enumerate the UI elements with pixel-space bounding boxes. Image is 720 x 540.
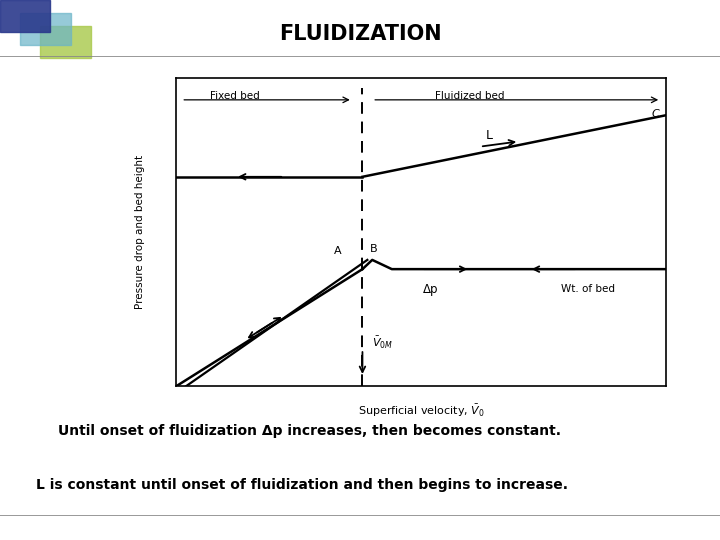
Text: $\bar{V}_{0M}$: $\bar{V}_{0M}$ (372, 335, 393, 351)
Text: Wt. of bed: Wt. of bed (561, 284, 615, 294)
Text: Until onset of fluidization Δp increases, then becomes constant.: Until onset of fluidization Δp increases… (58, 424, 561, 438)
Text: Δp: Δp (423, 282, 438, 295)
Text: Fluidized bed: Fluidized bed (436, 91, 505, 100)
Bar (20, 13, 71, 45)
Text: B: B (370, 244, 377, 254)
Text: C: C (652, 109, 659, 119)
Text: Fixed bed: Fixed bed (210, 91, 260, 100)
Bar (40, 26, 91, 58)
Text: L is constant until onset of fluidization and then begins to increase.: L is constant until onset of fluidizatio… (36, 478, 568, 492)
Text: L: L (486, 129, 493, 141)
Text: FLUIDIZATION: FLUIDIZATION (279, 24, 441, 44)
Text: Superficial velocity, $\bar{V}_0$: Superficial velocity, $\bar{V}_0$ (358, 402, 485, 418)
Text: A: A (334, 246, 342, 255)
Text: Pressure drop and bed height: Pressure drop and bed height (135, 155, 145, 309)
Bar (0, 0, 50, 32)
